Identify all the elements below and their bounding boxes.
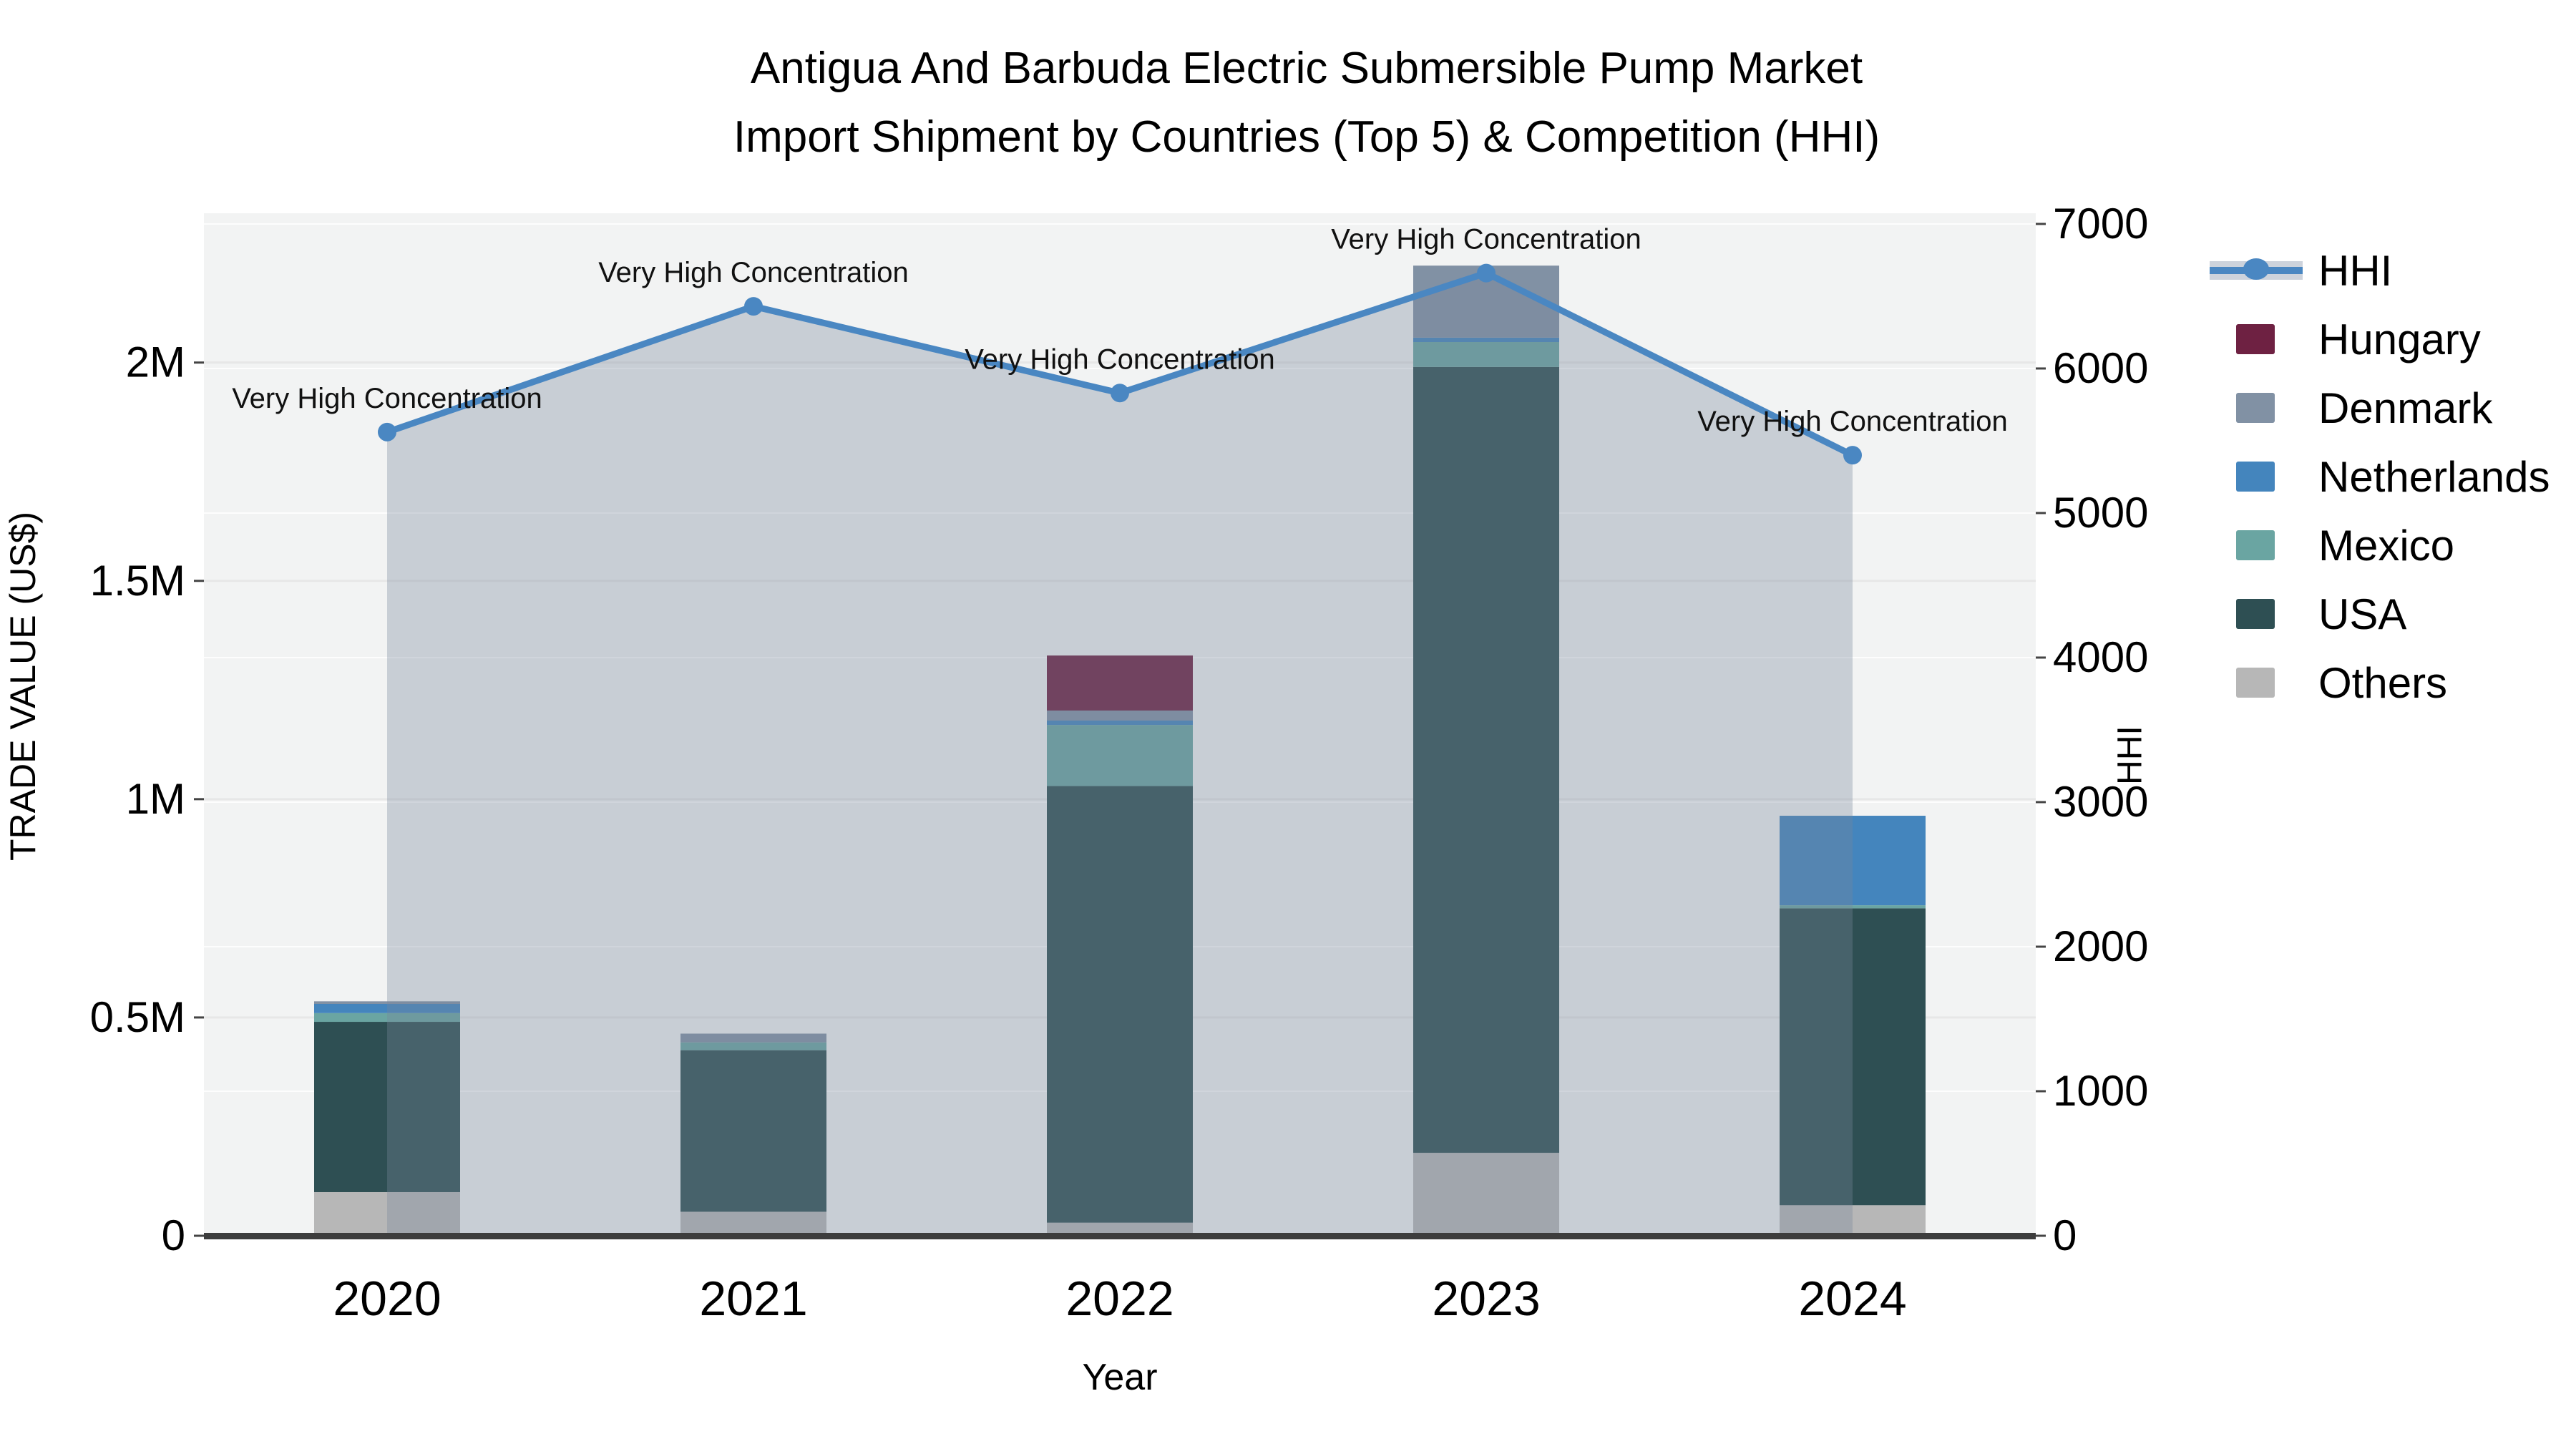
netherlands-color-swatch: [2236, 462, 2275, 492]
y1-axis-title: TRADE VALUE (US$): [3, 511, 43, 862]
hhi-point-2023: [1477, 263, 1496, 283]
y2-tick-label: 0: [2053, 1211, 2077, 1259]
y1-tick-label: 0.5M: [90, 993, 185, 1041]
x-tick-label-2024: 2024: [1798, 1272, 1906, 1326]
bar-segment-denmark-2022: [1047, 710, 1193, 721]
bar-segment-denmark-2021: [680, 1033, 826, 1043]
annotation-2020: Very High Concentration: [232, 383, 542, 414]
legend-label-hungary: Hungary: [2318, 315, 2481, 364]
bar-segment-usa-2020: [314, 1022, 460, 1192]
legend-label-usa: USA: [2318, 590, 2407, 638]
bar-segment-netherlands-2020: [314, 1004, 460, 1013]
y2-tick-label: 5000: [2053, 489, 2148, 537]
others-swatch-icon: [2210, 648, 2318, 717]
legend-item-denmark[interactable]: Denmark: [2210, 374, 2567, 442]
bar-segment-others-2024: [1780, 1205, 1926, 1236]
y2-tick-label: 1000: [2053, 1067, 2148, 1115]
bar-segment-mexico-2020: [314, 1013, 460, 1023]
bar-segment-others-2021: [680, 1211, 826, 1236]
hungary-color-swatch: [2236, 324, 2275, 354]
x-axis-line: [204, 1233, 2036, 1239]
x-tick-label-2021: 2021: [699, 1272, 807, 1326]
mexico-color-swatch: [2236, 530, 2275, 560]
legend-item-others[interactable]: Others: [2210, 648, 2567, 717]
y1-tick-label: 2M: [126, 338, 185, 386]
bar-segment-netherlands-2023: [1413, 337, 1559, 342]
y1-tick-label: 0: [162, 1211, 185, 1259]
legend: HHI Hungary Denmark Netherlands Mexico USA Oth…: [2210, 236, 2567, 717]
hhi-point-2024: [1843, 446, 1862, 465]
bar-segment-usa-2023: [1413, 366, 1559, 1153]
chart-title: Antigua And Barbuda Electric Submersible…: [591, 34, 2022, 172]
y1-tick-label: 1.5M: [90, 557, 185, 605]
bar-segment-usa-2022: [1047, 786, 1193, 1223]
annotation-2022: Very High Concentration: [965, 343, 1275, 375]
usa-color-swatch: [2236, 599, 2275, 629]
legend-item-netherlands[interactable]: Netherlands: [2210, 442, 2567, 511]
legend-item-usa[interactable]: USA: [2210, 580, 2567, 648]
netherlands-swatch-icon: [2210, 442, 2318, 511]
x-tick-label-2022: 2022: [1065, 1272, 1174, 1326]
x-tick-label-2023: 2023: [1432, 1272, 1540, 1326]
hhi-line-icon: [2210, 236, 2318, 305]
bar-segment-hungary-2022: [1047, 655, 1193, 711]
hhi-point-2020: [378, 422, 396, 441]
usa-swatch-icon: [2210, 580, 2318, 648]
y2-tick-label: 4000: [2053, 633, 2148, 681]
annotation-2024: Very High Concentration: [1697, 406, 2008, 437]
bar-segment-netherlands-2024: [1780, 816, 1926, 906]
hhi-area-fill: [387, 273, 1853, 1236]
bar-segment-mexico-2022: [1047, 725, 1193, 786]
bar-segment-netherlands-2022: [1047, 721, 1193, 726]
legend-label-denmark: Denmark: [2318, 384, 2493, 432]
bar-segment-others-2020: [314, 1191, 460, 1236]
hungary-swatch-icon: [2210, 305, 2318, 374]
y2-axis-title: HHI: [2111, 726, 2150, 785]
bar-segment-usa-2024: [1780, 908, 1926, 1206]
legend-item-hhi[interactable]: HHI: [2210, 236, 2567, 305]
x-tick-label-2020: 2020: [333, 1272, 441, 1326]
bar-segment-mexico-2024: [1780, 905, 1926, 909]
hhi-point-2022: [1111, 384, 1129, 403]
y2-tick-label: 7000: [2053, 200, 2148, 248]
bar-segment-denmark-2020: [314, 1001, 460, 1005]
chart-title-line1: Antigua And Barbuda Electric Submersible…: [750, 44, 1863, 93]
bar-segment-mexico-2023: [1413, 341, 1559, 367]
annotation-2021: Very High Concentration: [598, 257, 909, 288]
bar-segment-others-2023: [1413, 1153, 1559, 1236]
others-color-swatch: [2236, 668, 2275, 698]
hhi-marker-dot: [2243, 258, 2269, 280]
mexico-swatch-icon: [2210, 511, 2318, 580]
y2-tick-label: 6000: [2053, 344, 2148, 392]
bar-segment-mexico-2021: [680, 1042, 826, 1050]
x-axis-title: Year: [1082, 1357, 1158, 1398]
y2-tick-label: 3000: [2053, 778, 2148, 826]
legend-label-others: Others: [2318, 658, 2448, 707]
y1-tick-label: 1M: [126, 775, 185, 823]
legend-label-hhi: HHI: [2318, 246, 2393, 295]
legend-item-hungary[interactable]: Hungary: [2210, 305, 2567, 374]
y2-tick-label: 2000: [2053, 922, 2148, 970]
bar-segment-usa-2021: [680, 1050, 826, 1212]
legend-label-netherlands: Netherlands: [2318, 452, 2550, 501]
annotation-2023: Very High Concentration: [1331, 224, 1641, 255]
bar-segment-others-2022: [1047, 1222, 1193, 1236]
legend-item-mexico[interactable]: Mexico: [2210, 511, 2567, 580]
denmark-swatch-icon: [2210, 374, 2318, 442]
chart-title-line2: Import Shipment by Countries (Top 5) & C…: [733, 112, 1880, 162]
legend-label-mexico: Mexico: [2318, 521, 2455, 570]
denmark-color-swatch: [2236, 393, 2275, 423]
hhi-point-2021: [744, 297, 763, 316]
